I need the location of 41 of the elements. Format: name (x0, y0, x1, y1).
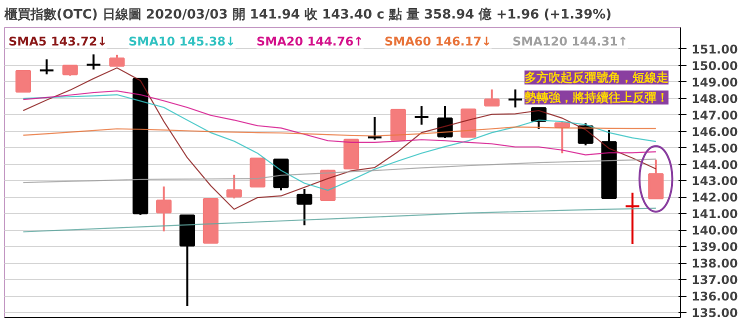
text: SMA120 144.31↑ (512, 34, 628, 48)
text: SMA60 146.17↓ (384, 34, 492, 48)
candlestick (366, 116, 383, 141)
y-tick-label: 148.00 (692, 92, 738, 106)
y-tick-label: 146.00 (692, 124, 738, 139)
candlestick (624, 192, 640, 246)
y-tick-label: 137.00 (692, 273, 738, 288)
line-series (22, 158, 656, 184)
y-tick-label: 135.00 (692, 306, 738, 320)
annotation: 多方吹起反彈號角，短線走勢轉強，將持續往上反彈！ (524, 70, 668, 104)
y-tick-label: 142.00 (692, 190, 738, 205)
candlestick (62, 64, 78, 77)
line-series (22, 208, 656, 232)
y-tick-label: 143.00 (692, 174, 738, 188)
candlestick (226, 174, 242, 200)
chart-title: 櫃買指數(OTC) 日線圖 2020/03/03 開 141.94 收 143.40 c 點 量 358.94 億 +1.96 (+1.39%) (4, 6, 612, 22)
line-series (22, 90, 656, 156)
y-tick-label: 151.00 (692, 42, 738, 56)
candlestick (109, 54, 125, 67)
candlestick (15, 70, 32, 93)
candlestick (86, 53, 102, 71)
text: SMA20 144.76↑ (256, 34, 364, 48)
candlestick (38, 58, 54, 76)
text: SMA10 145.38↓ (128, 34, 236, 48)
y-tick-label: 139.00 (692, 240, 738, 254)
candlestick (414, 105, 430, 126)
y-tick-label: 141.00 (692, 207, 738, 222)
y-tick-label: 145.00 (692, 141, 738, 156)
candlestick (554, 120, 570, 154)
series-label: SMA5 143.72↓ (8, 34, 108, 48)
y-tick-label: 136.00 (692, 290, 738, 304)
y-tick-label: 144.00 (692, 158, 738, 172)
y-tick-label: 147.00 (692, 108, 738, 122)
candlestick (296, 188, 312, 226)
candlestick (508, 88, 524, 108)
y-tick-label: 140.00 (692, 224, 738, 238)
candlestick (156, 186, 172, 232)
candlestick (484, 88, 500, 106)
y-tick-label: 138.00 (692, 256, 738, 271)
y-tick-label: 150.00 (692, 58, 738, 73)
y-tick-label: 149.00 (692, 75, 738, 90)
